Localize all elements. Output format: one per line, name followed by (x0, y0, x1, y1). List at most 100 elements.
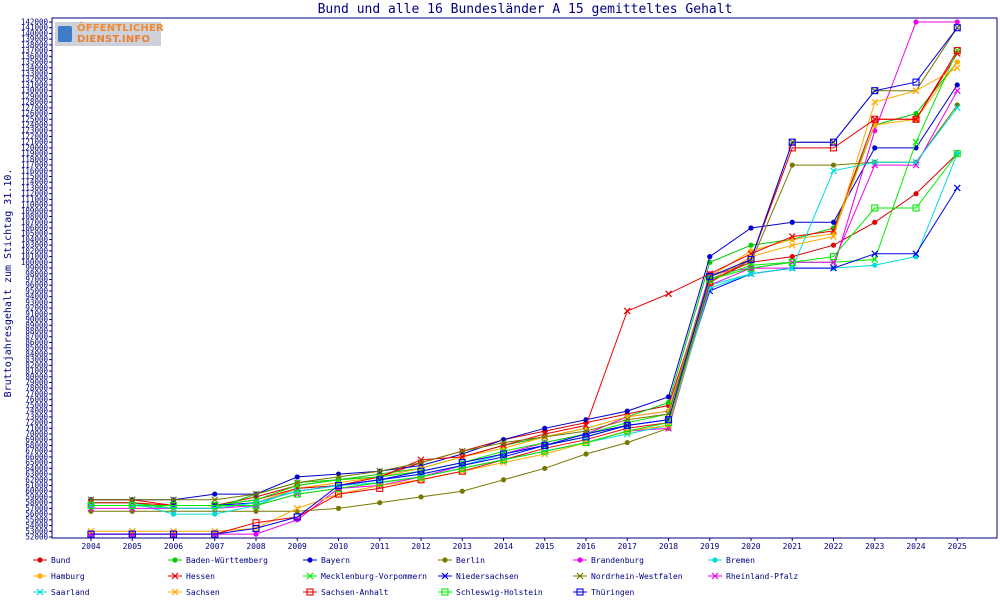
marker-stroke (871, 158, 879, 166)
marker-stroke (128, 496, 136, 504)
y-tick-label: 114000 (21, 178, 49, 187)
series-line (91, 153, 958, 506)
data-point (747, 264, 755, 272)
data-point (829, 253, 838, 261)
data-point (170, 496, 177, 504)
series-line (91, 187, 958, 506)
data-point (953, 150, 961, 158)
series-5 (88, 19, 960, 537)
marker-stroke (953, 104, 961, 112)
x-tick-label: 2021 (783, 542, 802, 551)
legend-item: Hamburg (33, 572, 85, 581)
data-point (169, 501, 178, 510)
y-tick-label: 103000 (21, 241, 49, 250)
y-tick-label: 134000 (21, 63, 49, 72)
legend-marker (712, 557, 718, 563)
marker-stroke (252, 490, 260, 498)
y-tick-label: 60000 (25, 487, 48, 496)
marker-stroke (170, 496, 177, 504)
y-tick-label: 81000 (25, 367, 48, 376)
data-point (335, 505, 342, 511)
legend-marker (171, 588, 179, 596)
data-point (500, 477, 507, 483)
x-tick-label: 2013 (453, 542, 472, 551)
marker-stroke (252, 496, 260, 504)
data-point (912, 87, 920, 95)
data-point (664, 416, 673, 424)
marker-stroke (87, 496, 95, 504)
data-point (788, 264, 796, 272)
data-point (789, 254, 795, 260)
data-point (912, 250, 920, 258)
legend-item: Rheinland-Pfalz (708, 572, 798, 581)
legend-label: Sachsen (186, 588, 220, 597)
y-tick-label: 89000 (25, 321, 48, 330)
marker-stroke (376, 467, 384, 475)
y-tick-label: 93000 (25, 298, 48, 307)
x-tick-label: 2024 (906, 542, 925, 551)
legend-item: Bayern (303, 556, 350, 565)
series-line (91, 27, 958, 501)
y-tick-label: 87000 (25, 332, 48, 341)
series-line (91, 90, 958, 509)
y-tick-label: 72000 (25, 418, 48, 427)
logo: ÖFFENTLICHER DIENST.INFO (55, 22, 164, 46)
legend-item: Nordrhein-Westfalen (573, 572, 683, 581)
marker-stroke (788, 233, 796, 241)
data-point (665, 394, 672, 400)
marker-stroke (912, 250, 920, 258)
y-axis: 5200053000540005500056000570005800059000… (21, 18, 52, 542)
y-tick-label: 128000 (21, 98, 49, 107)
data-point (706, 273, 714, 281)
data-point (376, 476, 384, 484)
marker-stroke (871, 250, 879, 258)
y-tick-label: 111000 (21, 195, 49, 204)
legend-marker (576, 572, 584, 580)
data-point (830, 264, 837, 272)
data-point (542, 465, 548, 471)
y-tick-label: 104000 (21, 235, 49, 244)
y-tick-label: 113000 (21, 183, 49, 192)
y-tick-label: 57000 (25, 504, 48, 513)
data-point (912, 204, 920, 212)
series-line (91, 21, 958, 535)
data-point (624, 439, 630, 446)
y-tick-label: 116000 (21, 166, 49, 175)
logo-line2: DIENST.INFO (77, 34, 151, 45)
y-tick-label: 85000 (25, 344, 48, 353)
legend-item: Niedersachsen (438, 572, 519, 581)
data-point (252, 501, 260, 510)
data-point (665, 399, 672, 406)
data-point (169, 530, 178, 538)
legend-label: Rheinland-Pfalz (726, 572, 798, 581)
marker-stroke (711, 572, 719, 580)
data-point (788, 241, 796, 249)
x-tick-label: 2017 (618, 542, 637, 551)
x-tick-label: 2011 (370, 542, 389, 551)
data-point (128, 530, 136, 538)
data-point (87, 530, 95, 538)
data-point (417, 459, 425, 467)
data-point (748, 242, 754, 248)
marker-stroke (293, 504, 301, 512)
y-tick-label: 135000 (21, 58, 49, 67)
y-tick-label: 79000 (25, 378, 48, 387)
data-point (912, 78, 920, 86)
legend-label: Bremen (726, 556, 755, 565)
y-tick-label: 120000 (21, 143, 49, 152)
x-tick-label: 2014 (494, 542, 513, 551)
legend-item: Schleswig-Holstein (438, 588, 543, 597)
y-tick-label: 69000 (25, 435, 48, 444)
data-point (953, 104, 961, 112)
y-tick-label: 117000 (21, 161, 49, 170)
y-tick-label: 100000 (21, 258, 49, 267)
series-14 (87, 64, 961, 535)
legend-marker (172, 557, 178, 563)
marker-stroke (747, 270, 755, 278)
legend-label: Berlin (456, 556, 485, 565)
y-tick-label: 126000 (21, 109, 49, 118)
marker-stroke (871, 256, 879, 263)
y-tick-label: 127000 (21, 103, 49, 112)
y-tick-label: 129000 (21, 92, 49, 101)
y-tick-label: 59000 (25, 492, 48, 501)
